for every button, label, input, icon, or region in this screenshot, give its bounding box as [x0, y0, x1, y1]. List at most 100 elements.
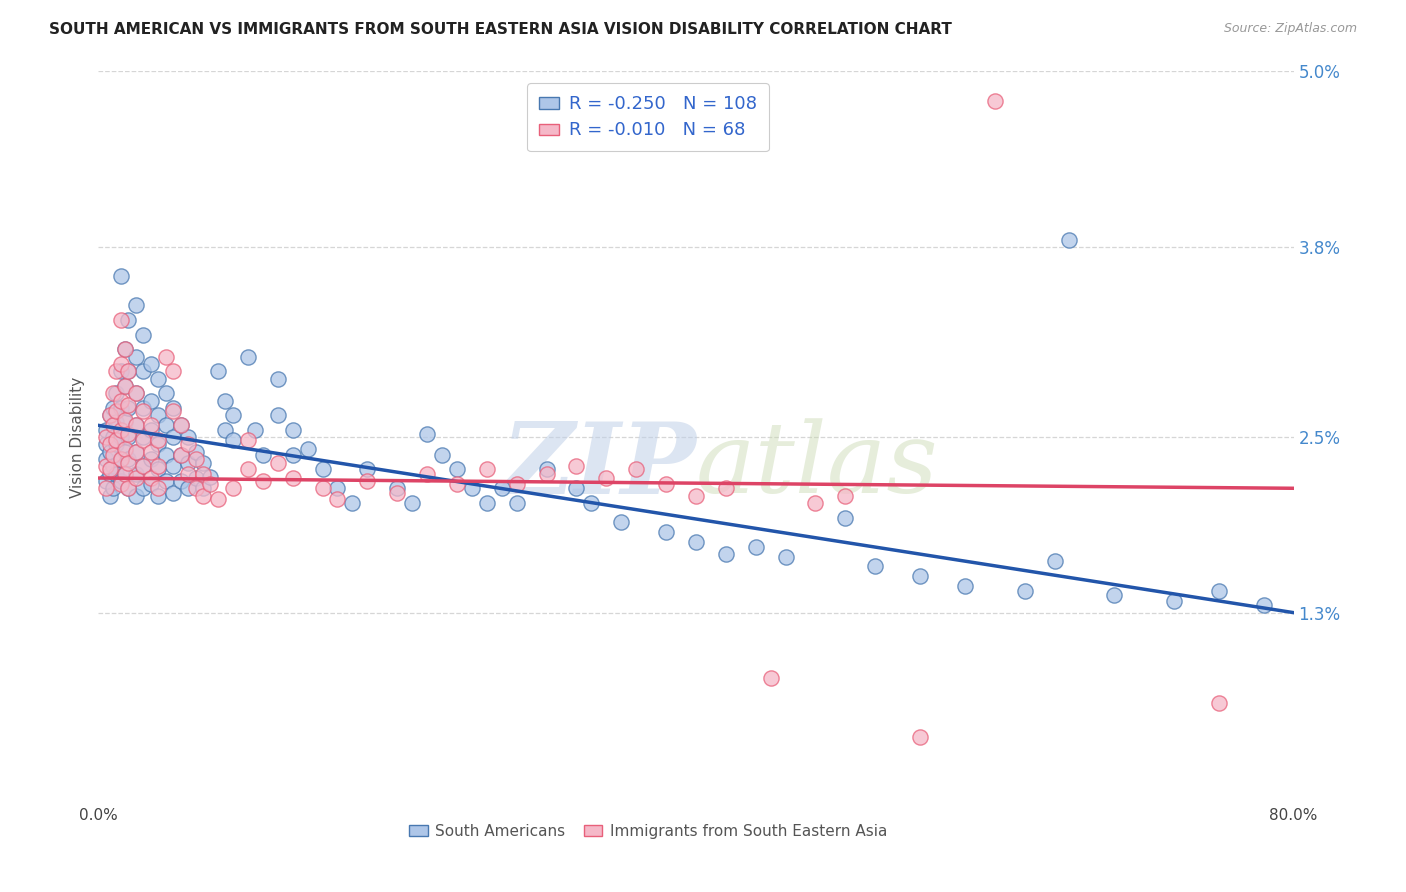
Point — [865, 558, 887, 573]
Point — [191, 467, 214, 481]
Point — [110, 364, 132, 378]
Point — [177, 467, 200, 481]
Point — [114, 379, 136, 393]
Point — [184, 444, 207, 458]
Point — [125, 386, 148, 401]
Point — [326, 491, 349, 506]
Point — [1014, 583, 1036, 598]
Point — [114, 416, 136, 430]
Point — [430, 448, 453, 462]
Point — [139, 476, 162, 491]
Point — [125, 467, 148, 481]
Point — [162, 364, 184, 378]
Point — [139, 393, 162, 408]
Point — [169, 448, 191, 462]
Point — [110, 357, 132, 371]
Point — [745, 540, 768, 554]
Point — [105, 467, 128, 481]
Point — [117, 364, 139, 378]
Point — [908, 569, 931, 583]
Point — [281, 423, 304, 437]
Point — [132, 403, 155, 417]
Point — [169, 448, 191, 462]
Y-axis label: Vision Disability: Vision Disability — [69, 376, 84, 498]
Point — [385, 481, 409, 495]
Point — [110, 313, 132, 327]
Legend: South Americans, Immigrants from South Eastern Asia: South Americans, Immigrants from South E… — [402, 816, 894, 847]
Point — [132, 459, 155, 474]
Point — [110, 269, 132, 284]
Point — [148, 489, 170, 503]
Point — [117, 457, 139, 471]
Point — [775, 549, 797, 564]
Point — [714, 547, 737, 561]
Point — [125, 386, 148, 401]
Point — [655, 476, 678, 491]
Point — [475, 496, 498, 510]
Point — [342, 496, 364, 510]
Point — [139, 418, 162, 433]
Point — [236, 462, 259, 476]
Point — [103, 481, 125, 495]
Point — [98, 437, 122, 451]
Point — [169, 418, 191, 433]
Point — [222, 408, 245, 422]
Point — [177, 457, 200, 471]
Point — [125, 418, 148, 433]
Point — [714, 481, 737, 495]
Point — [103, 386, 125, 401]
Point — [207, 491, 229, 506]
Point — [214, 423, 236, 437]
Point — [98, 444, 122, 458]
Point — [94, 452, 117, 467]
Point — [984, 94, 1007, 108]
Point — [685, 489, 707, 503]
Point — [191, 481, 214, 495]
Point — [191, 457, 214, 471]
Text: Source: ZipAtlas.com: Source: ZipAtlas.com — [1223, 22, 1357, 36]
Point — [311, 462, 333, 476]
Point — [401, 496, 423, 510]
Point — [236, 350, 259, 364]
Point — [200, 469, 222, 483]
Point — [117, 427, 139, 442]
Point — [1163, 594, 1185, 608]
Point — [177, 481, 200, 495]
Point — [281, 448, 304, 462]
Point — [581, 496, 603, 510]
Point — [105, 433, 128, 447]
Point — [1059, 233, 1081, 247]
Point — [267, 457, 290, 471]
Point — [103, 430, 125, 444]
Point — [536, 467, 558, 481]
Point — [114, 379, 136, 393]
Point — [105, 364, 128, 378]
Point — [1208, 696, 1230, 710]
Point — [1208, 583, 1230, 598]
Point — [177, 437, 200, 451]
Point — [132, 327, 155, 342]
Point — [125, 444, 148, 458]
Point — [252, 474, 274, 488]
Point — [908, 730, 931, 744]
Point — [94, 423, 117, 437]
Point — [110, 452, 132, 467]
Point — [132, 433, 155, 447]
Point — [626, 462, 648, 476]
Point — [155, 448, 177, 462]
Point — [103, 448, 125, 462]
Point — [148, 462, 170, 476]
Point — [125, 444, 148, 458]
Point — [132, 401, 155, 415]
Point — [1253, 599, 1275, 613]
Point — [114, 467, 136, 481]
Point — [125, 298, 148, 312]
Point — [114, 412, 136, 426]
Point — [267, 408, 290, 422]
Point — [139, 471, 162, 485]
Point — [148, 408, 170, 422]
Point — [565, 481, 588, 495]
Point — [110, 476, 132, 491]
Point — [155, 474, 177, 488]
Point — [155, 386, 177, 401]
